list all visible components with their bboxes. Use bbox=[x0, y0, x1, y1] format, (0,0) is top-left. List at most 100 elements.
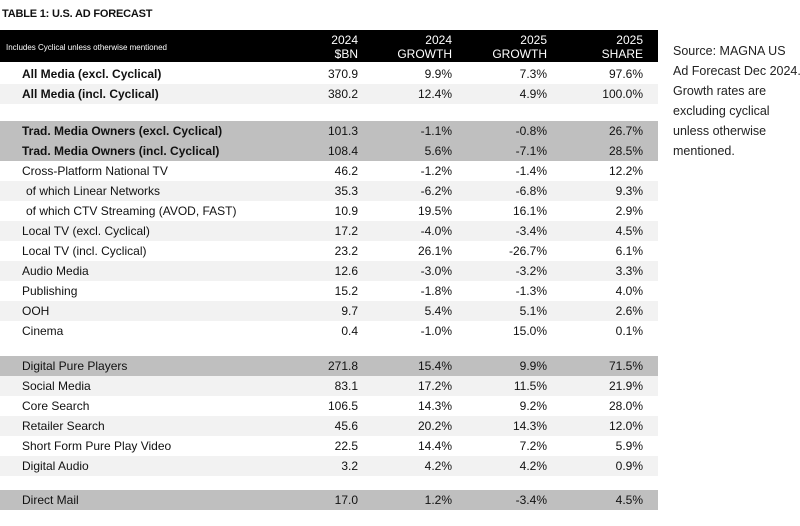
cell-value: 4.2% bbox=[424, 459, 452, 473]
row-label: Social Media bbox=[22, 379, 91, 393]
cell-value: 21.9% bbox=[608, 379, 643, 393]
table-row bbox=[0, 436, 658, 456]
row-label: Retailer Search bbox=[22, 419, 105, 433]
cell-value: 0.4 bbox=[341, 324, 358, 338]
cell-value: 17.2 bbox=[334, 224, 358, 238]
cell-value: -6.8% bbox=[515, 184, 547, 198]
cell-value: 26.1% bbox=[417, 244, 452, 258]
cell-value: 380.2 bbox=[327, 87, 358, 101]
header-cell: 2025 bbox=[520, 33, 547, 47]
cell-value: 10.9 bbox=[334, 204, 358, 218]
cell-value: 5.6% bbox=[424, 144, 452, 158]
cell-value: 20.2% bbox=[417, 419, 452, 433]
cell-value: 5.9% bbox=[615, 439, 643, 453]
cell-value: 2.9% bbox=[615, 204, 643, 218]
row-label: Publishing bbox=[22, 284, 78, 298]
cell-value: 12.0% bbox=[608, 419, 643, 433]
cell-value: 9.9% bbox=[424, 67, 452, 81]
table-row bbox=[0, 64, 658, 84]
table-row bbox=[0, 416, 658, 436]
cell-value: -3.2% bbox=[515, 264, 547, 278]
cell-value: 97.6% bbox=[608, 67, 643, 81]
cell-value: 28.0% bbox=[608, 399, 643, 413]
cell-value: -1.2% bbox=[420, 164, 452, 178]
header-cell: SHARE bbox=[601, 47, 643, 61]
row-label: Digital Pure Players bbox=[22, 359, 128, 373]
table-row bbox=[0, 261, 658, 281]
row-label: OOH bbox=[22, 304, 50, 318]
row-label: All Media (incl. Cyclical) bbox=[22, 87, 159, 101]
cell-value: 15.2 bbox=[334, 284, 358, 298]
cell-value: -3.4% bbox=[515, 224, 547, 238]
cell-value: 23.2 bbox=[334, 244, 358, 258]
cell-value: -7.1% bbox=[515, 144, 547, 158]
table-row bbox=[0, 321, 658, 341]
cell-value: -1.0% bbox=[420, 324, 452, 338]
cell-value: 0.9% bbox=[615, 459, 643, 473]
cell-value: 22.5 bbox=[334, 439, 358, 453]
cell-value: -6.2% bbox=[420, 184, 452, 198]
row-label: Direct Mail bbox=[22, 493, 79, 507]
cell-value: 26.7% bbox=[608, 124, 643, 138]
cell-value: 370.9 bbox=[327, 67, 358, 81]
cell-value: -4.0% bbox=[420, 224, 452, 238]
source-note: Source: MAGNA US Ad Forecast Dec 2024. G… bbox=[673, 44, 800, 158]
table-row bbox=[0, 221, 658, 241]
cell-value: -3.4% bbox=[515, 493, 547, 507]
cell-value: 9.2% bbox=[519, 399, 547, 413]
cell-value: 4.2% bbox=[519, 459, 547, 473]
table-row bbox=[0, 161, 658, 181]
table-row bbox=[0, 201, 658, 221]
cell-value: 108.4 bbox=[327, 144, 358, 158]
cell-value: 4.9% bbox=[519, 87, 547, 101]
cell-value: 83.1 bbox=[334, 379, 358, 393]
cell-value: -3.0% bbox=[420, 264, 452, 278]
row-label: Cinema bbox=[22, 324, 64, 338]
cell-value: 15.0% bbox=[512, 324, 547, 338]
cell-value: 9.7 bbox=[341, 304, 358, 318]
cell-value: 5.1% bbox=[519, 304, 547, 318]
cell-value: 17.2% bbox=[417, 379, 452, 393]
cell-value: 100.0% bbox=[602, 87, 643, 101]
row-label: Trad. Media Owners (excl. Cyclical) bbox=[22, 124, 223, 138]
cell-value: 14.3% bbox=[417, 399, 452, 413]
cell-value: 12.2% bbox=[608, 164, 643, 178]
table-row bbox=[0, 456, 658, 476]
cell-value: 17.0 bbox=[334, 493, 358, 507]
cell-value: 16.1% bbox=[512, 204, 547, 218]
cell-value: 4.5% bbox=[615, 224, 643, 238]
cell-value: 5.4% bbox=[424, 304, 452, 318]
row-label: Local TV (excl. Cyclical) bbox=[22, 224, 150, 238]
cell-value: 12.6 bbox=[334, 264, 358, 278]
cell-value: -1.4% bbox=[515, 164, 547, 178]
header-cell: GROWTH bbox=[492, 47, 547, 61]
table-row bbox=[0, 281, 658, 301]
cell-value: 46.2 bbox=[334, 164, 358, 178]
cell-value: -0.8% bbox=[515, 124, 547, 138]
cell-value: 101.3 bbox=[327, 124, 358, 138]
cell-value: 7.3% bbox=[519, 67, 547, 81]
cell-value: 7.2% bbox=[519, 439, 547, 453]
table-title: TABLE 1: U.S. AD FORECAST bbox=[2, 8, 153, 20]
row-label: Audio Media bbox=[22, 264, 89, 278]
cell-value: -1.3% bbox=[515, 284, 547, 298]
cell-value: 271.8 bbox=[327, 359, 358, 373]
row-label: Trad. Media Owners (incl. Cyclical) bbox=[22, 144, 220, 158]
cell-value: 9.9% bbox=[519, 359, 547, 373]
cell-value: 106.5 bbox=[327, 399, 358, 413]
row-label: Local TV (incl. Cyclical) bbox=[22, 244, 147, 258]
cell-value: -1.1% bbox=[420, 124, 452, 138]
cell-value: 45.6 bbox=[334, 419, 358, 433]
header-cell: 2025 bbox=[616, 33, 643, 47]
header-cell: GROWTH bbox=[397, 47, 452, 61]
cell-value: 3.3% bbox=[615, 264, 643, 278]
table-row bbox=[0, 301, 658, 321]
cell-value: 14.3% bbox=[512, 419, 547, 433]
table-row bbox=[0, 396, 658, 416]
cell-value: 2.6% bbox=[615, 304, 643, 318]
row-label: Cross-Platform National TV bbox=[22, 164, 168, 178]
table-row bbox=[0, 121, 658, 141]
cell-value: -1.8% bbox=[420, 284, 452, 298]
row-label: Digital Audio bbox=[22, 459, 89, 473]
table-row bbox=[0, 356, 658, 376]
